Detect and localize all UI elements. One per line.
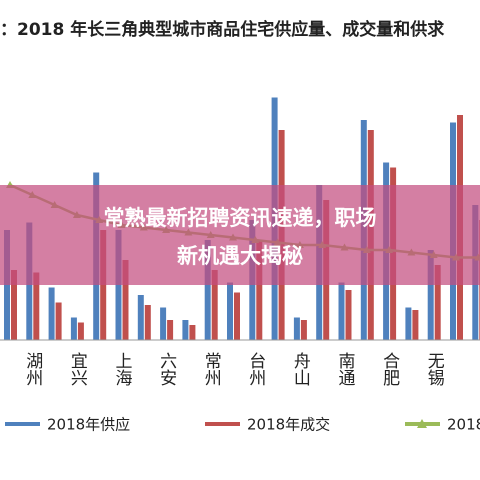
bar bbox=[137, 295, 144, 340]
legend-label: 2018 bbox=[447, 416, 480, 434]
banner-text: 常熟最新招聘资讯速递，职场 bbox=[104, 206, 377, 230]
bar bbox=[405, 307, 412, 340]
x-tick-label: 合肥 bbox=[379, 352, 400, 386]
bar bbox=[211, 270, 218, 340]
bar bbox=[293, 317, 300, 340]
bar bbox=[300, 320, 307, 340]
bar bbox=[427, 250, 434, 340]
bar bbox=[434, 265, 441, 340]
x-tick-label: 无锡 bbox=[424, 352, 445, 387]
bar bbox=[55, 302, 62, 340]
bar bbox=[338, 282, 345, 340]
bar bbox=[189, 325, 196, 340]
bar bbox=[412, 310, 419, 340]
bar bbox=[182, 320, 189, 340]
bar bbox=[227, 282, 233, 340]
bar bbox=[77, 322, 84, 340]
bar bbox=[122, 260, 129, 340]
x-tick-label: 上海 bbox=[112, 352, 133, 387]
bar bbox=[234, 292, 240, 340]
bar bbox=[48, 287, 55, 340]
bar bbox=[160, 307, 167, 340]
legend-label: 2018年成交 bbox=[247, 416, 330, 434]
bar bbox=[167, 320, 174, 340]
x-tick-label: 台州 bbox=[245, 352, 265, 386]
banner bbox=[0, 185, 480, 285]
bar bbox=[33, 272, 40, 340]
x-tick-label: 湖州 bbox=[22, 352, 43, 386]
legend-label: 2018年供应 bbox=[47, 416, 130, 434]
bar bbox=[204, 240, 211, 340]
bar bbox=[256, 240, 263, 340]
bar bbox=[345, 290, 352, 340]
banner-text: 新机遇大揭秘 bbox=[177, 244, 303, 268]
x-tick-label: 常州 bbox=[201, 352, 222, 386]
x-tick-label: 宜兴 bbox=[67, 352, 88, 386]
x-tick-label: 舟山 bbox=[290, 352, 311, 386]
chart-title: ：2018 年长三角典型城市商品住宅供应量、成交量和供求 bbox=[0, 19, 444, 40]
bar bbox=[11, 270, 17, 340]
x-tick-label: 六安 bbox=[156, 352, 177, 386]
x-tick-label: 南通 bbox=[335, 352, 356, 386]
legend-marker bbox=[417, 419, 427, 428]
bar bbox=[144, 305, 151, 340]
bar bbox=[70, 317, 77, 340]
